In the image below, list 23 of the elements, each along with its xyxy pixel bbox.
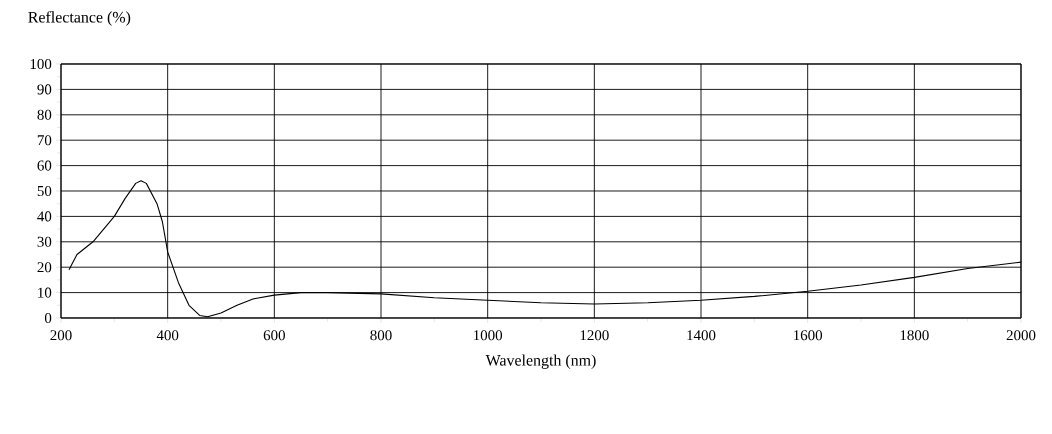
y-tick-label: 60 [37, 160, 52, 171]
y-tick-label: 80 [37, 109, 52, 120]
x-axis-title: Wavelength (nm) [485, 354, 596, 369]
x-tick-label: 200 [50, 330, 72, 341]
x-tick-label: 1200 [580, 330, 609, 341]
x-tick-label: 600 [263, 330, 285, 341]
y-tick-label: 30 [37, 236, 52, 247]
y-axis-title: Reflectance (%) [28, 11, 131, 26]
y-tick-label: 10 [38, 287, 52, 298]
x-tick-label: 1600 [794, 330, 823, 341]
x-tick-label: 400 [156, 330, 179, 341]
x-tick-label: 1800 [900, 330, 929, 341]
x-tick-label: 1000 [474, 330, 503, 341]
y-tick-label: 40 [37, 211, 52, 222]
y-tick-label: 90 [37, 84, 52, 95]
x-tick-label: 800 [370, 330, 392, 341]
x-tick-label: 2000 [1006, 330, 1036, 341]
x-tick-label: 1400 [687, 330, 716, 341]
y-tick-label: 20 [37, 262, 52, 273]
y-tick-label: 0 [44, 312, 52, 324]
y-tick-label: 100 [30, 58, 52, 70]
y-tick-label: 70 [37, 135, 52, 146]
y-tick-label: 50 [37, 185, 52, 197]
